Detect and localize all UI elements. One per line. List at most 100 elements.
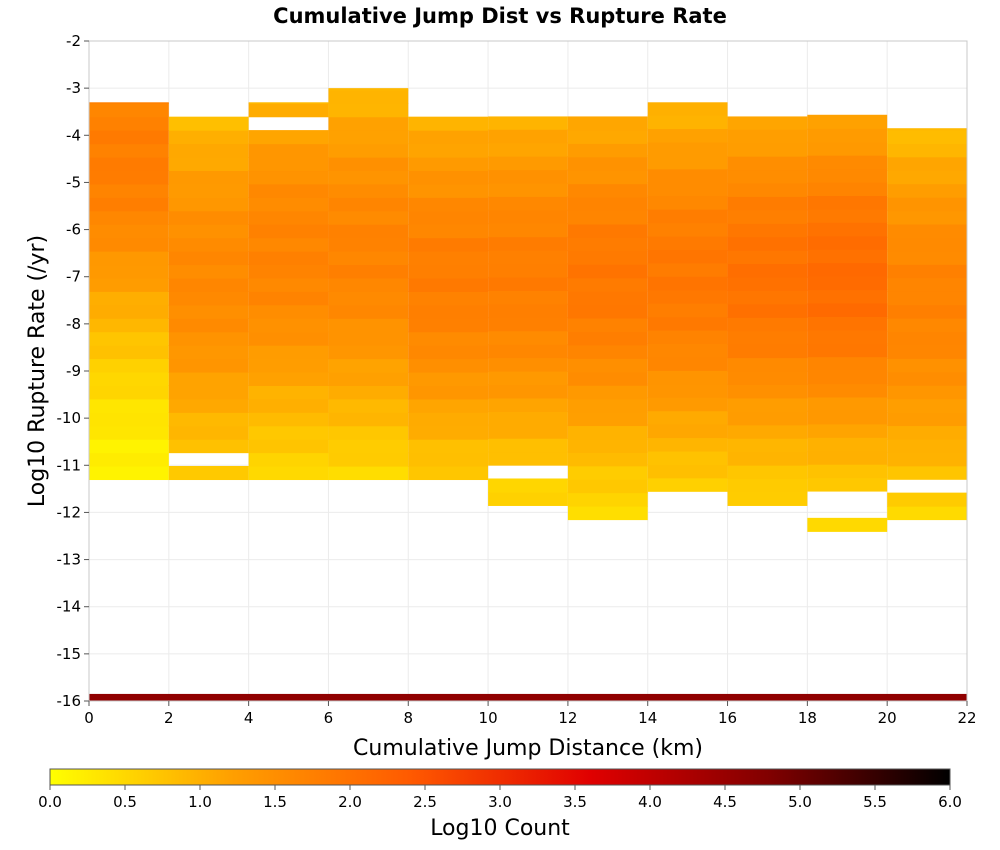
heatmap-cell	[408, 183, 489, 198]
heatmap-cell	[168, 358, 249, 373]
heatmap-cell	[248, 385, 329, 400]
heatmap-cell	[807, 168, 888, 183]
y-tick-label: -13	[57, 551, 82, 569]
heatmap-cell	[248, 102, 329, 104]
heatmap-cell	[248, 345, 329, 360]
heatmap-cell	[168, 156, 249, 172]
heatmap-cell	[727, 156, 808, 171]
heatmap-cell	[567, 385, 648, 400]
colorbar-tick-label: 1.0	[188, 793, 212, 811]
heatmap-cell	[488, 169, 568, 184]
heatmap-cell	[647, 222, 728, 237]
heatmap-cell	[328, 264, 409, 279]
heatmap-cell	[567, 250, 648, 265]
heatmap-cell	[488, 491, 568, 506]
heatmap-cell	[328, 304, 409, 319]
heatmap-cell	[248, 210, 329, 225]
heatmap-cell	[89, 130, 169, 145]
heatmap-cell	[727, 357, 808, 372]
heatmap-cell	[887, 223, 967, 238]
heatmap-cell	[887, 425, 967, 440]
x-tick-label: 16	[718, 709, 737, 727]
heatmap-cell	[168, 385, 249, 400]
heatmap-cell	[727, 303, 808, 318]
heatmap-cell	[89, 224, 169, 239]
heatmap-cell	[887, 465, 967, 480]
heatmap-cell	[328, 345, 409, 360]
heatmap-cell	[328, 143, 409, 158]
heatmap-cell	[567, 116, 648, 131]
heatmap-cell	[807, 128, 888, 143]
heatmap-cell	[887, 344, 967, 359]
heatmap-cell	[89, 345, 169, 360]
heatmap-cell	[488, 142, 568, 157]
y-axis-ticks: -2 -3 -4 -5 -6 -7 -8 -9 -10 -11 -12 -13 -14 -15 -16	[57, 32, 89, 710]
heatmap-cell	[887, 183, 967, 198]
heatmap-cell	[567, 492, 648, 507]
heatmap-cell	[488, 451, 568, 466]
x-tick-label: 2	[164, 709, 174, 727]
heatmap-cell	[647, 370, 728, 385]
heatmap-cell	[408, 156, 489, 172]
heatmap-cell	[807, 235, 888, 250]
x-tick-label: 12	[558, 709, 577, 727]
heatmap-cell	[647, 410, 728, 425]
colorbar-tick-label: 3.0	[488, 793, 512, 811]
heatmap-cell	[168, 264, 249, 279]
heatmap-cell	[248, 170, 329, 185]
heatmap-cell	[408, 371, 489, 386]
heatmap-cell	[248, 277, 329, 292]
heatmap-cell	[408, 452, 489, 467]
heatmap-cell	[248, 358, 329, 373]
heatmap-cell	[727, 276, 808, 291]
heatmap-cell	[567, 304, 648, 319]
heatmap-cell	[248, 130, 329, 145]
heatmap-cell	[807, 410, 888, 425]
heatmap-cell	[807, 343, 888, 358]
heatmap-cell	[168, 251, 249, 266]
heatmap-cell	[647, 437, 728, 452]
heatmap-cell	[727, 223, 808, 238]
heatmap-cell	[647, 303, 728, 318]
heatmap-cell	[887, 197, 967, 212]
heatmap-cell	[567, 317, 648, 332]
heatmap-cell	[887, 237, 967, 252]
heatmap-cell	[408, 291, 489, 306]
heatmap-cell	[887, 264, 967, 279]
colorbar-tick-label: 2.0	[338, 793, 362, 811]
heatmap-cell	[727, 209, 808, 224]
heatmap-cell	[488, 250, 568, 265]
heatmap-cell	[168, 116, 249, 131]
heatmap-cell	[408, 251, 489, 266]
heatmap-cell	[647, 316, 728, 331]
heatmap-cell	[647, 397, 728, 412]
heatmap-cell	[168, 237, 249, 252]
heatmap-cell	[408, 264, 489, 279]
heatmap-cell	[647, 383, 728, 398]
heatmap-cell	[89, 318, 169, 333]
heatmap-cell	[408, 345, 489, 360]
heatmap-cell	[168, 130, 249, 145]
heatmap-cell	[248, 143, 329, 158]
heatmap-bottom-band	[89, 693, 967, 701]
heatmap-cell	[647, 356, 728, 371]
heatmap-cell	[567, 143, 648, 158]
heatmap-cell	[647, 195, 728, 210]
heatmap-cell	[647, 329, 728, 345]
y-tick-label: -10	[57, 409, 82, 427]
heatmap-cell	[567, 425, 648, 440]
heatmap-cell	[647, 115, 728, 130]
heatmap-cell	[807, 155, 888, 170]
heatmap-cell	[567, 277, 648, 292]
y-tick-label: -9	[66, 362, 81, 380]
heatmap-cell	[89, 452, 169, 467]
heatmap-cell	[807, 302, 888, 317]
heatmap-cell	[328, 465, 409, 481]
chart-title: Cumulative Jump Dist vs Rupture Rate	[273, 4, 727, 28]
heatmap-cell	[328, 371, 409, 386]
y-tick-label: -7	[66, 268, 81, 286]
heatmap-cell	[567, 170, 648, 185]
x-tick-label: 22	[957, 709, 976, 727]
y-tick-label: -15	[57, 645, 82, 663]
heatmap-cell	[248, 371, 329, 386]
